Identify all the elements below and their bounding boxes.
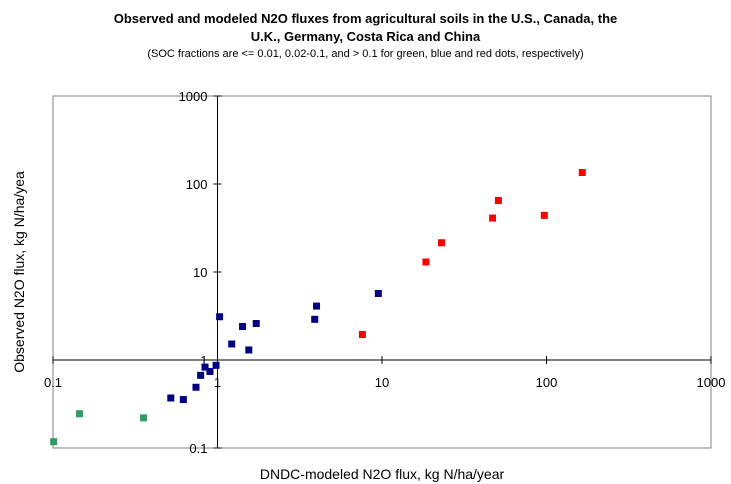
data-point (201, 363, 209, 371)
data-point (540, 211, 548, 219)
chart-title-line-2: U.K., Germany, Costa Rica and China (250, 29, 481, 44)
data-point (216, 313, 224, 321)
y-axis-title: Observed N2O flux, kg N/ha/yea (11, 171, 27, 373)
y-tick-label: 1000 (179, 89, 208, 104)
data-point (313, 302, 321, 310)
data-point (489, 214, 497, 222)
data-point (311, 315, 319, 323)
data-point (228, 340, 236, 348)
data-point (76, 410, 84, 418)
data-point (245, 346, 253, 354)
x-tick-label: 100 (536, 375, 558, 390)
chart-title-line-1: Observed and modeled N2O fluxes from agr… (113, 11, 618, 26)
y-tick-label: 100 (186, 177, 208, 192)
data-point (374, 289, 382, 297)
data-point (179, 396, 187, 404)
y-tick-label: 10 (193, 265, 207, 280)
x-tick-label: 1000 (697, 375, 726, 390)
data-point (140, 414, 148, 422)
data-point (494, 196, 502, 204)
x-axis-title: DNDC-modeled N2O flux, kg N/ha/year (260, 466, 505, 482)
data-point (438, 239, 446, 247)
chart-subtitle: (SOC fractions are <= 0.01, 0.02-0.1, an… (147, 48, 584, 60)
data-point (192, 383, 200, 391)
data-point (167, 394, 175, 402)
data-point (252, 319, 260, 327)
x-tick-label: 10 (375, 375, 389, 390)
data-point (206, 368, 214, 376)
data-point (197, 371, 205, 379)
data-point (212, 361, 220, 369)
x-tick-label: 0.1 (44, 375, 62, 390)
data-point (50, 438, 58, 446)
data-point (422, 258, 430, 266)
plot-area (52, 95, 712, 449)
data-point (578, 169, 586, 177)
data-point (358, 330, 366, 338)
y-tick-label: 0.1 (189, 441, 207, 456)
data-point (239, 323, 247, 331)
y-tick-label: 1 (200, 353, 207, 368)
x-tick-label: 1 (214, 375, 221, 390)
